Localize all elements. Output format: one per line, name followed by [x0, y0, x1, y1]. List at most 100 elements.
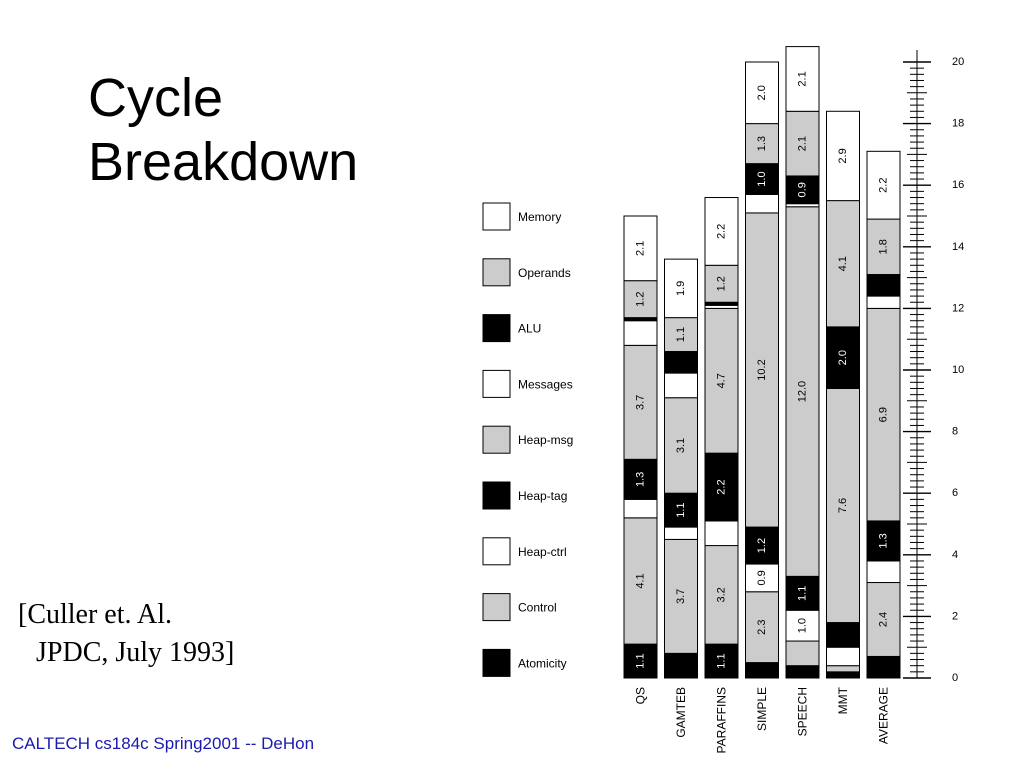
legend-label-heap-ctrl: Heap-ctrl	[518, 545, 567, 559]
legend-swatch-heap-tag	[482, 481, 511, 510]
segment-average-atomicity	[866, 655, 901, 679]
segment-label-simple-heap-ctrl: 0.9	[756, 570, 768, 585]
segment-label-speech-operands: 2.1	[797, 136, 809, 151]
segment-label-gamteb-control: 3.7	[675, 589, 687, 604]
segment-mmt-heap-ctrl	[826, 646, 860, 667]
segment-label-average-memory: 2.2	[878, 178, 890, 193]
segment-label-average-heap-tag: 1.3	[878, 533, 890, 548]
category-label-average: AVERAGE	[877, 687, 891, 744]
y-tick-label-16: 16	[952, 179, 964, 191]
segment-simple-atomicity	[745, 662, 779, 679]
citation: [Culler et. Al. JPDC, July 1993]	[18, 596, 234, 672]
segment-qs-memory	[623, 215, 658, 282]
segment-label-mmt-operands: 4.1	[837, 256, 849, 271]
segment-simple-heap-tag	[745, 526, 779, 565]
y-tick-label-0: 0	[952, 672, 958, 684]
category-label-mmt: MMT	[836, 686, 850, 714]
y-tick-label-8: 8	[952, 426, 958, 438]
legend-swatch-heap-ctrl	[482, 537, 511, 566]
segment-mmt-control	[826, 665, 860, 673]
y-tick-label-14: 14	[952, 241, 964, 253]
legend-item-operands: Operands	[482, 258, 571, 287]
segment-speech-heap-ctrl	[785, 609, 820, 642]
legend-item-memory: Memory	[482, 202, 561, 231]
legend-item-heap-tag: Heap-tag	[482, 481, 567, 510]
legend-swatch-control	[482, 593, 511, 622]
segment-label-gamteb-heap-tag: 1.1	[675, 502, 687, 517]
segment-speech-atomicity	[785, 665, 820, 679]
bar-average: 2.4 1.3 6.9 1.8 2.2	[866, 150, 901, 679]
segment-paraffins-heap-tag	[704, 452, 739, 522]
category-label-paraffins: PARAFFINS	[715, 687, 729, 753]
segment-qs-heap-ctrl	[623, 498, 658, 519]
title-line-1: Cycle	[88, 68, 224, 128]
legend-label-heap-msg: Heap-msg	[518, 433, 573, 447]
legend-item-control: Control	[482, 593, 557, 622]
segment-label-paraffins-heap-msg: 4.7	[716, 373, 728, 388]
segment-label-qs-heap-msg: 3.7	[635, 395, 647, 410]
segment-average-operands	[866, 218, 901, 276]
segment-label-gamteb-operands: 1.1	[675, 327, 687, 342]
segment-label-paraffins-control: 3.2	[716, 587, 728, 602]
segment-gamteb-messages	[664, 372, 698, 399]
legend-swatch-heap-msg	[482, 425, 511, 454]
segment-paraffins-atomicity	[704, 643, 739, 679]
segment-speech-heap-msg	[785, 206, 820, 577]
legend-label-alu: ALU	[518, 322, 541, 336]
segment-label-qs-atomicity: 1.1	[635, 653, 647, 668]
segment-label-simple-control: 2.3	[756, 620, 768, 635]
segment-gamteb-memory	[664, 258, 698, 319]
legend-item-messages: Messages	[482, 369, 573, 398]
segment-label-mmt-alu: 2.0	[837, 350, 849, 365]
segment-mmt-atomicity	[826, 671, 860, 679]
segment-average-control	[866, 582, 901, 657]
segment-gamteb-alu	[664, 351, 698, 374]
bar-paraffins: 1.1 3.2 2.2 4.7 1.2 2.2	[704, 197, 739, 679]
legend-item-heap-ctrl: Heap-ctrl	[482, 537, 567, 566]
segment-mmt-operands	[826, 200, 860, 328]
legend-label-heap-tag: Heap-tag	[518, 489, 567, 503]
segment-mmt-heap-msg	[826, 387, 860, 624]
title-line-2: Breakdown	[88, 132, 359, 192]
segment-label-average-control: 2.4	[878, 612, 890, 627]
segment-label-simple-operands: 1.3	[756, 136, 768, 151]
legend-item-heap-msg: Heap-msg	[482, 425, 573, 454]
chart-y-axis: 0 2 4 6 8 10 12 14 16 18 20	[903, 50, 964, 684]
segment-label-mmt-memory: 2.9	[837, 148, 849, 163]
bar-simple: 2.3 0.9 1.2 10.2 1.0 1.3 2.0	[745, 61, 779, 679]
segment-gamteb-atomicity	[664, 652, 698, 679]
segment-label-gamteb-memory: 1.9	[675, 281, 687, 296]
category-label-qs: QS	[634, 687, 648, 704]
segment-speech-control	[785, 640, 820, 667]
legend-swatch-memory	[482, 202, 511, 231]
segment-simple-messages	[745, 193, 779, 214]
segment-gamteb-heap-msg	[664, 397, 698, 494]
segment-label-paraffins-memory: 2.2	[716, 224, 728, 239]
segment-average-messages	[866, 295, 901, 309]
chart-bars: 1.1 4.1 1.3 3.7 1.2 2.1 3.7 1.1 3.1 1.1 1.9 1.1 3.2 2…	[623, 46, 901, 679]
legend-swatch-operands	[482, 258, 511, 287]
segment-average-heap-tag	[866, 520, 901, 562]
segment-label-simple-alu: 1.0	[756, 171, 768, 186]
segment-paraffins-heap-msg	[704, 307, 739, 454]
segment-average-heap-ctrl	[866, 560, 901, 584]
segment-label-gamteb-heap-msg: 3.1	[675, 438, 687, 453]
y-tick-label-6: 6	[952, 487, 958, 499]
segment-speech-heap-tag	[785, 575, 820, 611]
y-tick-label-10: 10	[952, 364, 964, 376]
segment-label-simple-heap-tag: 1.2	[756, 538, 768, 553]
segment-label-paraffins-atomicity: 1.1	[716, 653, 728, 668]
legend-swatch-alu	[482, 314, 511, 343]
segment-label-speech-alu: 0.9	[797, 182, 809, 197]
segment-label-qs-operands: 1.2	[635, 292, 647, 307]
legend-swatch-messages	[482, 369, 511, 398]
citation-line-1: [Culler et. Al.	[18, 599, 172, 630]
segment-simple-heap-msg	[745, 212, 779, 528]
legend-item-atomicity: Atomicity	[482, 648, 567, 677]
segment-label-qs-memory: 2.1	[635, 241, 647, 256]
bar-mmt: 7.6 2.0 4.1 2.9	[826, 110, 860, 679]
y-tick-label-20: 20	[952, 56, 964, 68]
segment-label-qs-control: 4.1	[635, 573, 647, 588]
segment-label-paraffins-heap-tag: 2.2	[716, 479, 728, 494]
